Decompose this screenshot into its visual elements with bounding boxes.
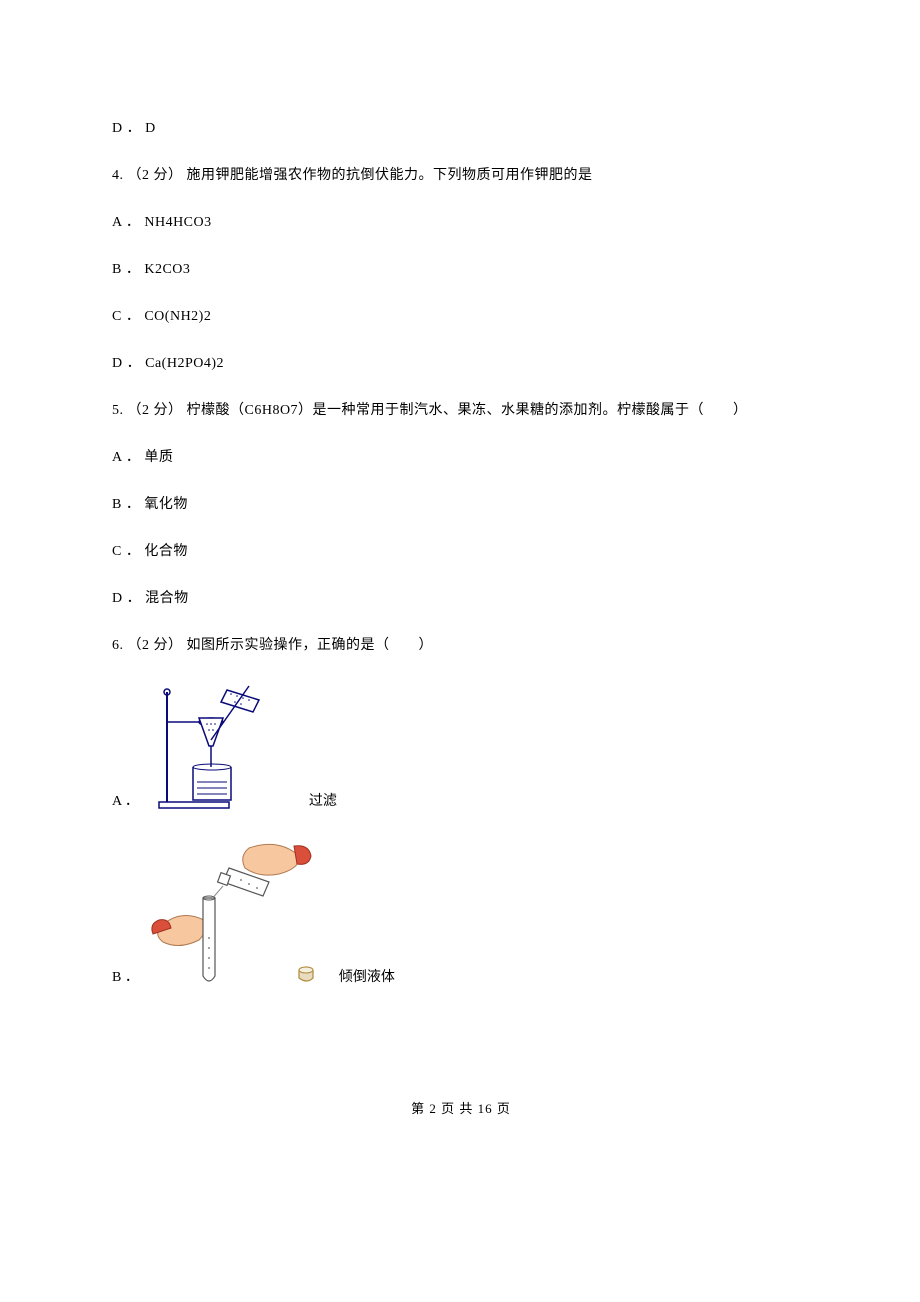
q4-text: 施用钾肥能增强农作物的抗倒伏能力。下列物质可用作钾肥的是: [187, 168, 593, 183]
q5-option-b: B ． 氧化物: [112, 494, 810, 515]
q5-option-c: C ． 化合物: [112, 541, 810, 562]
option-text: CO(NH2)2: [144, 309, 211, 324]
q6-stem: 6. （2 分） 如图所示实验操作，正确的是（ ）: [112, 635, 810, 656]
option-label: C: [112, 544, 122, 559]
q4-option-a: A ． NH4HCO3: [112, 212, 810, 233]
q5-option-a: A ． 单质: [112, 447, 810, 468]
option-label: D: [112, 121, 123, 136]
option-sep: ．: [126, 450, 145, 465]
option-text: 混合物: [145, 591, 189, 606]
option-sep: ．: [126, 215, 145, 230]
option-text: 单质: [144, 450, 173, 465]
option-text: 氧化物: [144, 497, 188, 512]
pouring-figure: [149, 838, 319, 988]
q5-stem: 5. （2 分） 柠檬酸（C6H8O7）是一种常用于制汽水、果冻、水果糖的添加剂…: [112, 400, 810, 421]
q5-option-d: D ． 混合物: [112, 588, 810, 609]
option-text: K2CO3: [144, 262, 190, 277]
option-label: D: [112, 591, 123, 606]
q6-points: （2 分）: [128, 638, 183, 653]
option-sep: ．: [126, 309, 145, 324]
option-text: NH4HCO3: [144, 215, 211, 230]
pouring-icon: [149, 838, 319, 988]
option-label: C: [112, 309, 122, 324]
q6-option-a: A ．: [112, 682, 810, 812]
page-footer: 第 2 页 共 16 页: [112, 1098, 810, 1117]
option-label: A: [112, 215, 122, 230]
option-sep: ．: [127, 121, 146, 136]
footer-text: 第 2 页 共 16 页: [411, 1101, 511, 1116]
option-d-prev: D ． D: [112, 118, 810, 139]
option-label: B: [112, 497, 122, 512]
q5-points: （2 分）: [128, 403, 183, 418]
q5-number: 5.: [112, 403, 124, 418]
option-text: 化合物: [144, 544, 188, 559]
option-sep: ．: [126, 544, 145, 559]
option-sep: ．: [126, 497, 145, 512]
q4-number: 4.: [112, 168, 124, 183]
q4-option-b: B ． K2CO3: [112, 259, 810, 280]
q4-option-c: C ． CO(NH2)2: [112, 306, 810, 327]
q4-points: （2 分）: [128, 168, 183, 183]
option-sep: ．: [126, 262, 145, 277]
page-body: D ． D 4. （2 分） 施用钾肥能增强农作物的抗倒伏能力。下列物质可用作钾…: [0, 0, 920, 1177]
option-text: D: [145, 121, 156, 136]
q4-stem: 4. （2 分） 施用钾肥能增强农作物的抗倒伏能力。下列物质可用作钾肥的是: [112, 165, 810, 186]
option-text: Ca(H2PO4)2: [145, 356, 224, 371]
q4-option-d: D ． Ca(H2PO4)2: [112, 353, 810, 374]
option-sep: ．: [127, 591, 146, 606]
figure-caption: 倾倒液体: [339, 966, 395, 988]
option-label: D: [112, 356, 123, 371]
q6-number: 6.: [112, 638, 124, 653]
option-label: A ．: [112, 790, 139, 812]
option-label: A: [112, 450, 122, 465]
q6-text: 如图所示实验操作，正确的是（ ）: [187, 638, 434, 653]
option-label: B ．: [112, 966, 139, 988]
option-sep: ．: [127, 356, 146, 371]
option-label: B: [112, 262, 122, 277]
q5-text: 柠檬酸（C6H8O7）是一种常用于制汽水、果冻、水果糖的添加剂。柠檬酸属于（ ）: [187, 403, 748, 418]
figure-caption: 过滤: [309, 790, 337, 812]
filtration-figure: [149, 682, 289, 812]
filtration-icon: [149, 682, 289, 812]
q6-option-b: B ．: [112, 838, 810, 988]
